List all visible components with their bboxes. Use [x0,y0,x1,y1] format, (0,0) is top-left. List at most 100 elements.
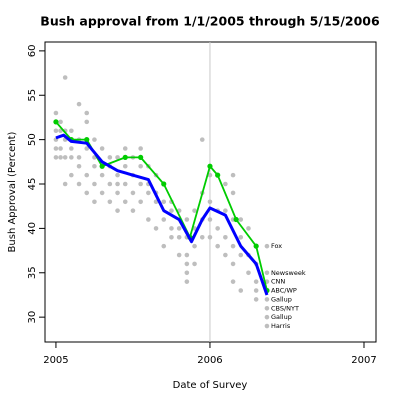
poll-point [115,208,120,213]
average-point [84,137,90,143]
poll-point [207,172,213,178]
pollster-label: Gallup [271,295,292,303]
poll-point [138,146,143,151]
poll-point [230,190,236,196]
poll-point [184,217,190,222]
poll-point [92,163,97,169]
poll-point [69,128,74,134]
poll-point [76,155,82,160]
poll-point [138,163,143,169]
poll-point [122,181,128,187]
poll-point [215,243,220,249]
poll-point [230,243,236,249]
pollster-label: ABC/WP [271,287,297,295]
poll-point [264,297,270,302]
poll-point [253,279,259,284]
poll-point [246,226,251,231]
poll-point [169,234,174,240]
poll-point [238,252,244,258]
poll-point [238,217,244,222]
poll-point [264,243,270,249]
average-point [207,163,213,169]
poll-point [176,252,182,258]
average-point [233,216,239,223]
poll-point [92,181,97,187]
poll-point [84,146,90,151]
x-tick-label: 2006 [197,355,222,366]
poll-point [58,155,63,160]
trend-line [55,133,269,296]
poll-point [230,279,236,284]
poll-point [253,297,259,302]
poll-point [62,75,68,80]
poll-point [207,199,213,205]
pollster-label: CNN [271,278,285,286]
poll-point [122,163,128,169]
average-point [215,172,221,178]
average-point [122,154,128,160]
poll-point [238,234,244,240]
plot-frame [44,41,377,343]
poll-point [264,314,270,320]
poll-point [223,234,228,240]
chart-title: Bush approval from 1/1/2005 through 5/15… [40,14,380,29]
y-tick-label: 45 [27,178,38,191]
poll-point [99,190,105,196]
poll-point [115,155,120,160]
pollster-label: Fox [271,242,282,250]
poll-point [115,181,120,187]
poll-point [161,243,167,249]
poll-point [62,181,68,187]
poll-point [130,208,136,213]
y-tick-label: 60 [27,45,38,58]
x-tick-label: 2007 [351,355,376,366]
poll-point [92,199,97,205]
average-point [138,154,144,160]
poll-point [76,101,82,107]
poll-point [184,252,190,258]
poll-point [84,119,90,125]
poll-point [246,270,251,276]
poll-point [184,279,190,284]
poll-point [192,243,197,249]
poll-point [138,199,143,205]
poll-point [238,288,244,293]
average-point [53,119,59,125]
y-tick-label: 35 [27,266,38,279]
poll-point [53,110,59,116]
poll-point [107,181,113,187]
pollster-label: Newsweek [271,269,306,277]
poll-point [84,190,90,196]
poll-point [264,305,270,311]
poll-point [230,172,236,178]
poll-point [223,252,228,258]
poll-point [53,128,59,134]
poll-point [58,146,63,151]
poll-point [176,234,182,240]
average-point [161,181,167,187]
poll-point [264,323,270,329]
poll-point [53,146,59,151]
poll-point [58,119,63,125]
poll-point [84,172,90,178]
poll-point [122,199,128,205]
x-tick-label: 2005 [43,355,68,366]
poll-point [153,226,159,231]
poll-point [138,181,143,187]
poll-point [169,226,174,231]
poll-point [53,155,59,160]
poll-point [215,226,220,231]
poll-point [69,155,74,160]
pollster-label: CBS/NYT [271,304,299,312]
y-tick-label: 55 [27,89,38,102]
poll-point [176,226,182,231]
poll-point [264,270,270,276]
poll-point [130,190,136,196]
poll-point [223,208,228,213]
poll-point [99,172,105,178]
poll-point [253,288,259,293]
poll-point [107,155,113,160]
poll-point [161,199,167,205]
poll-point [76,181,82,187]
